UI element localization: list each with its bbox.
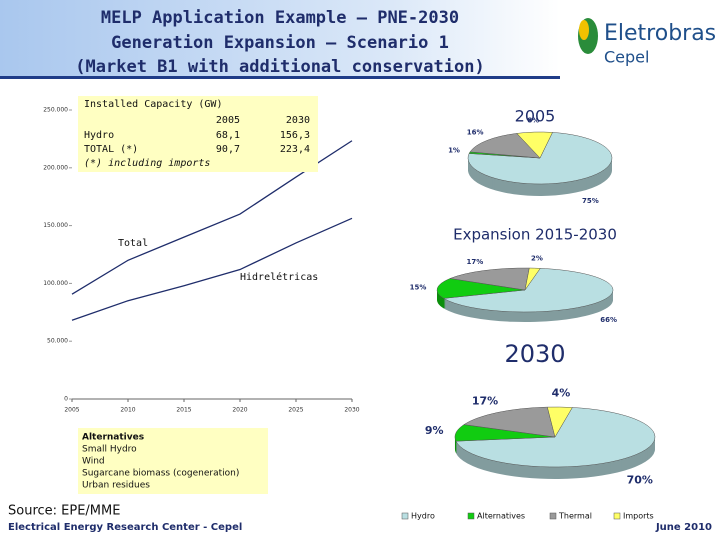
col-head: 2005 <box>216 115 240 126</box>
pie-slice <box>436 278 526 299</box>
cell: 156,3 <box>280 130 310 141</box>
value-label: 2% <box>531 254 543 262</box>
legend-label: Thermal <box>558 512 592 521</box>
title-line: (Market B1 with additional conservation) <box>75 57 484 77</box>
value-label: 15% <box>410 283 427 291</box>
pie-slice <box>463 406 556 438</box>
legend-label: Imports <box>623 512 654 521</box>
footer-right: June 2010 <box>655 522 712 533</box>
value-label: 1% <box>448 146 460 154</box>
pie-charts: 2005 75% 1% 16% 8% Expansion 2015-2030 66% 15% 1… <box>401 107 656 521</box>
x-tick-label: 2025 <box>288 407 303 414</box>
logo-icon <box>579 20 589 40</box>
box <box>78 428 268 494</box>
x-tick-label: 2030 <box>344 407 359 414</box>
cell: 223,4 <box>280 144 310 155</box>
value-label: 9% <box>425 424 444 437</box>
y-tick-label: 0 <box>64 396 68 403</box>
value-label: 4% <box>552 387 571 400</box>
series-label: Hidrelétricas <box>240 271 318 283</box>
box-title: Installed Capacity (GW) <box>84 99 222 110</box>
cell: Hydro <box>84 130 114 141</box>
x-tick-label: 2020 <box>232 407 247 414</box>
x-tick-label: 2005 <box>64 407 79 414</box>
item: Urban residues <box>82 481 150 491</box>
pie-slice <box>442 268 614 313</box>
col-head: 2030 <box>286 115 310 126</box>
series-label: Total <box>118 238 148 249</box>
series-line <box>71 217 353 321</box>
value-label: 16% <box>467 129 484 137</box>
y-tick-label: 100.000 <box>43 280 68 287</box>
pie-slice <box>516 131 553 159</box>
note: (*) including imports <box>84 158 210 169</box>
item: Wind <box>82 457 105 467</box>
y-tick-label: 150.000 <box>43 222 68 229</box>
y-tick-label: 250.000 <box>43 107 68 114</box>
legend-label: Alternatives <box>477 512 525 521</box>
item: Sugarcane biomass (cogeneration) <box>82 469 239 479</box>
value-label: 70% <box>627 473 653 486</box>
pie-title: 2030 <box>504 340 565 368</box>
y-tick-label: 50.000 <box>47 338 68 345</box>
legend-label: Hydro <box>411 512 435 521</box>
legend-swatch <box>467 512 475 520</box>
pie-title: Expansion 2015-2030 <box>453 226 617 244</box>
value-label: 17% <box>472 394 498 407</box>
box-title: Alternatives <box>82 433 144 443</box>
x-tick-label: 2010 <box>120 407 135 414</box>
capacity-box: Installed Capacity (GW) 2005 2030 Hydro … <box>78 96 318 172</box>
legend-swatch <box>613 512 621 520</box>
pie-slice <box>524 267 541 291</box>
item: Small Hydro <box>82 445 137 455</box>
legend-swatch <box>401 512 409 520</box>
pie-slice <box>547 406 573 438</box>
logo-name: Eletrobras <box>604 21 716 46</box>
pie-slice <box>455 407 656 468</box>
value-label: 8% <box>527 116 539 124</box>
cell: TOTAL (*) <box>84 144 138 155</box>
title-rule <box>0 76 560 79</box>
logo-sub: Cepel <box>604 48 649 67</box>
box <box>78 96 318 172</box>
alternatives-box: Alternatives Small Hydro Wind Sugarcane … <box>78 428 268 494</box>
pie-slice <box>449 267 530 291</box>
footer-left: Electrical Energy Research Center - Cepe… <box>8 522 242 533</box>
value-label: 17% <box>467 258 484 266</box>
title-line: Generation Expansion – Scenario 1 <box>111 33 449 53</box>
x-tick-label: 2015 <box>176 407 191 414</box>
legend-swatch <box>549 512 557 520</box>
cell: 90,7 <box>216 144 240 155</box>
cell: 68,1 <box>216 130 240 141</box>
source: Source: EPE/MME <box>8 504 120 519</box>
value-label: 75% <box>582 197 599 205</box>
title-line: MELP Application Example – PNE-2030 <box>101 8 459 28</box>
y-tick-label: 200.000 <box>43 164 68 171</box>
logo: Eletrobras Cepel <box>578 18 716 67</box>
pie-title: 2005 <box>515 107 556 126</box>
title-band <box>0 0 560 76</box>
value-label: 66% <box>600 316 617 324</box>
